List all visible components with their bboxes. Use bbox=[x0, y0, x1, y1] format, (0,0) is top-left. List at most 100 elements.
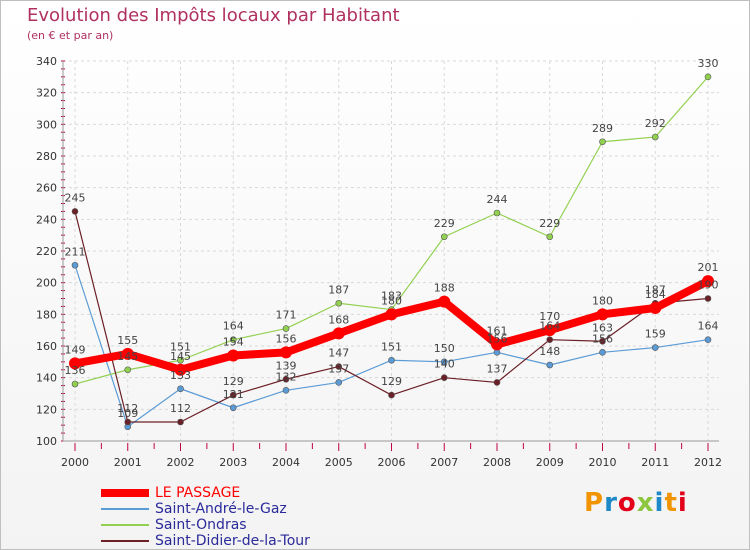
x-tick-label: 2003 bbox=[219, 456, 247, 469]
data-label: 188 bbox=[434, 282, 455, 295]
data-label: 183 bbox=[381, 290, 402, 303]
data-label: 187 bbox=[328, 283, 349, 296]
data-point bbox=[543, 324, 556, 337]
series-saint-andr-le-gaz bbox=[71, 261, 712, 431]
data-point bbox=[335, 363, 343, 370]
data-label: 151 bbox=[381, 340, 402, 353]
x-tick-label: 2007 bbox=[430, 456, 458, 469]
brand-letter: x bbox=[636, 488, 655, 518]
data-label: 168 bbox=[328, 313, 349, 326]
data-label: 163 bbox=[592, 321, 613, 334]
legend-swatch bbox=[101, 540, 149, 542]
data-label: 147 bbox=[328, 347, 349, 360]
x-tick-label: 2008 bbox=[483, 456, 511, 469]
data-point bbox=[69, 357, 81, 370]
data-point bbox=[651, 133, 659, 141]
legend-swatch bbox=[101, 489, 149, 497]
series-le-passage bbox=[69, 275, 714, 376]
data-label: 154 bbox=[223, 336, 244, 349]
data-label: 145 bbox=[170, 350, 191, 363]
data-label: 229 bbox=[434, 217, 455, 230]
data-point bbox=[71, 261, 79, 269]
data-point bbox=[388, 391, 395, 399]
y-tick-label: 260 bbox=[36, 182, 57, 195]
data-point bbox=[438, 295, 451, 308]
legend-swatch bbox=[101, 508, 149, 510]
data-label: 201 bbox=[698, 261, 719, 274]
data-point bbox=[335, 299, 343, 307]
data-label: 149 bbox=[65, 343, 86, 356]
data-point bbox=[282, 387, 290, 394]
data-label: 211 bbox=[65, 245, 86, 258]
x-tick-label: 2004 bbox=[272, 456, 300, 469]
series-saint-didier-de-la-tour bbox=[71, 208, 712, 426]
data-label: 180 bbox=[592, 294, 613, 307]
data-point bbox=[440, 358, 448, 366]
data-point bbox=[174, 363, 187, 376]
data-point bbox=[282, 375, 290, 383]
x-tick-label: 2000 bbox=[61, 456, 89, 469]
x-tick-label: 2002 bbox=[167, 456, 195, 469]
data-label: 137 bbox=[487, 362, 508, 375]
data-label: 129 bbox=[381, 375, 402, 388]
y-tick-label: 300 bbox=[36, 118, 57, 131]
data-label: 330 bbox=[698, 57, 719, 70]
legend-label: Saint-Ondras bbox=[155, 517, 247, 533]
data-point bbox=[704, 336, 712, 343]
data-label: 156 bbox=[592, 332, 613, 345]
data-label: 155 bbox=[117, 334, 138, 347]
data-point bbox=[546, 336, 554, 343]
data-label: 292 bbox=[645, 117, 666, 130]
data-point bbox=[649, 302, 662, 314]
chart-title: Evolution des Impôts locaux par Habitant bbox=[27, 5, 400, 26]
data-point bbox=[491, 338, 503, 351]
data-point bbox=[596, 308, 609, 321]
data-point bbox=[599, 349, 606, 356]
data-label: 161 bbox=[487, 324, 508, 337]
data-labels: 149 155 145 154 156 168 180 188 161 170 180 184 201 2… bbox=[65, 57, 719, 420]
brand-letter: t bbox=[664, 488, 678, 518]
data-label: 148 bbox=[539, 345, 560, 358]
y-tick-label: 140 bbox=[36, 372, 57, 385]
brand-letter: r bbox=[604, 488, 618, 518]
y-tick-label: 220 bbox=[36, 245, 57, 258]
data-point bbox=[702, 275, 714, 288]
data-label: 184 bbox=[645, 288, 666, 301]
y-tick-label: 240 bbox=[36, 213, 57, 226]
data-point bbox=[332, 327, 345, 340]
data-label: 180 bbox=[381, 294, 402, 307]
y-tick-label: 280 bbox=[36, 150, 57, 163]
data-label: 171 bbox=[276, 309, 297, 322]
data-label: 133 bbox=[170, 369, 191, 382]
data-label: 245 bbox=[65, 191, 86, 204]
series-group bbox=[69, 73, 714, 431]
data-point bbox=[229, 404, 237, 412]
data-point bbox=[177, 418, 184, 426]
data-point bbox=[227, 349, 240, 362]
data-label: 109 bbox=[117, 407, 138, 420]
data-point bbox=[546, 233, 554, 241]
data-point bbox=[388, 356, 395, 364]
data-label: 190 bbox=[698, 279, 719, 292]
data-label: 156 bbox=[487, 332, 508, 345]
data-label: 112 bbox=[117, 402, 138, 415]
data-label: 289 bbox=[592, 122, 613, 135]
data-point bbox=[280, 346, 292, 359]
data-label: 112 bbox=[170, 402, 191, 415]
y-tick-label: 180 bbox=[36, 308, 57, 321]
data-label: 121 bbox=[223, 388, 244, 401]
data-point bbox=[704, 295, 712, 302]
x-tick-label: 2012 bbox=[694, 456, 722, 469]
data-label: 164 bbox=[539, 320, 560, 333]
data-label: 159 bbox=[645, 328, 666, 341]
data-label: 136 bbox=[65, 364, 86, 377]
axes: 100 120 140 160 180 200 220 240 260 280 300 320 340 2… bbox=[36, 55, 722, 469]
y-tick-label: 340 bbox=[36, 55, 57, 68]
legend-label: Saint-Didier-de-la-Tour bbox=[155, 533, 310, 549]
data-point bbox=[177, 356, 184, 364]
brand-letter: i bbox=[654, 488, 665, 518]
data-point bbox=[177, 385, 184, 393]
data-label: 137 bbox=[328, 362, 349, 375]
x-tick-label: 2006 bbox=[378, 456, 406, 469]
